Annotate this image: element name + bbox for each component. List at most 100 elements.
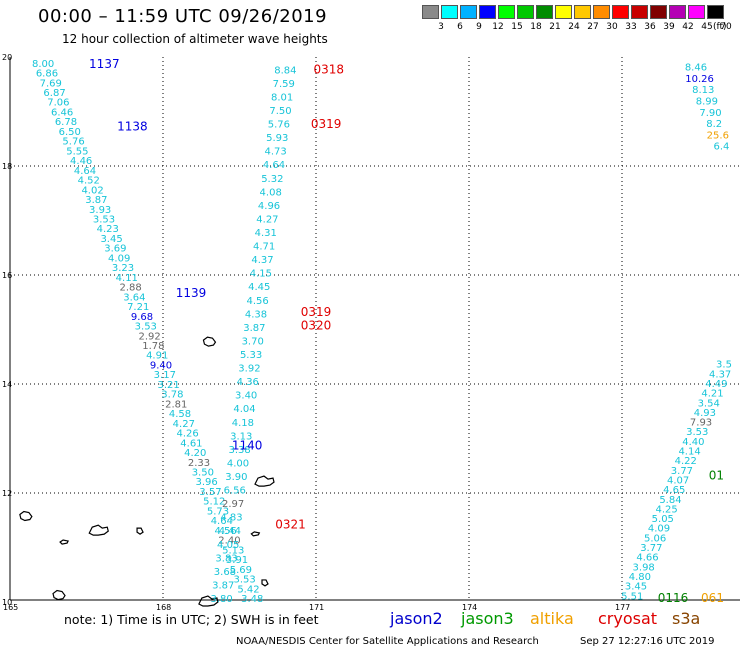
swh-value-label: 4.31 (255, 228, 277, 239)
swh-value-label: 3.80 (211, 594, 233, 605)
swh-value-label: 4.18 (232, 418, 254, 429)
swh-value-label: 4.22 (675, 456, 697, 467)
swh-value-label: 9.40 (150, 360, 172, 371)
swh-value-label: 4.21 (701, 389, 723, 400)
lat-tick-label: 12 (2, 489, 12, 498)
swh-value-label: 3.5 (716, 360, 732, 371)
swh-value-label: 4.64 (74, 166, 96, 177)
swh-value-label: 4.00 (227, 458, 249, 469)
swh-value-label: 4.96 (258, 201, 280, 212)
swh-value-label: 4.14 (678, 447, 700, 458)
swh-value-label: 6.56 (224, 486, 246, 497)
color-scale-label: 42 (682, 22, 694, 32)
pass-time-label: 1139 (176, 286, 207, 300)
swh-value-label: 4.73 (264, 147, 286, 158)
color-scale-swatch (498, 5, 515, 19)
pass-time-label: 061 (701, 591, 724, 605)
footer-timestamp: Sep 27 12:27:16 UTC 2019 (580, 636, 715, 647)
swh-value-label: 7.90 (699, 108, 721, 119)
island-west-4 (136, 527, 144, 535)
island-mid-2 (254, 475, 275, 487)
color-scale-label: 33 (625, 22, 637, 32)
swh-value-label: 6.46 (51, 107, 73, 118)
satellite-legend-cryosat: cryosat (598, 609, 658, 628)
swh-value-label: 4.20 (184, 448, 206, 459)
island-mid-3 (250, 531, 261, 537)
swh-value-label: 5.06 (644, 533, 666, 544)
swh-value-label: 2.33 (188, 458, 210, 469)
swh-value-label: 3.87 (243, 323, 265, 334)
color-scale-swatch (555, 5, 572, 19)
color-scale-label: 9 (476, 22, 482, 32)
swh-value-label: 5.84 (659, 495, 681, 506)
swh-value-label: 4.02 (81, 185, 103, 196)
swh-value-label: 4.04 (233, 404, 255, 415)
lon-tick-label: 168 (156, 603, 171, 612)
lon-tick-label: 165 (3, 603, 18, 612)
color-scale-swatch (593, 5, 610, 19)
lon-tick-label: 177 (615, 603, 630, 612)
swh-value-label: 9.68 (131, 312, 153, 323)
color-scale-label: 24 (568, 22, 580, 32)
swh-value-label: 8.13 (692, 85, 714, 96)
lat-tick-label: 18 (2, 162, 12, 171)
color-scale-label: 70 (720, 22, 732, 32)
swh-value-label: 5.76 (62, 137, 84, 148)
island-west-1 (19, 510, 33, 522)
color-scale-label: 21 (549, 22, 561, 32)
swh-value-label: 3.70 (242, 336, 264, 347)
swh-value-label: 6.4 (713, 142, 729, 153)
satellite-legend-jason3: jason3 (461, 609, 514, 628)
swh-value-label: 6.87 (43, 88, 65, 99)
lat-tick-label: 14 (2, 380, 12, 389)
color-scale-label: 3 (438, 22, 444, 32)
swh-value-label: 3.45 (625, 582, 647, 593)
swh-value-label: 4.08 (260, 187, 282, 198)
swh-value-label: 7.21 (127, 302, 149, 313)
swh-value-label: 2.81 (165, 399, 187, 410)
swh-value-label: 3.23 (112, 263, 134, 274)
pass-time-label: 01 (709, 468, 724, 482)
swh-value-label: 4.09 (108, 253, 130, 264)
swh-value-label: 5.76 (268, 120, 290, 131)
swh-value-label: 4.64 (263, 160, 285, 171)
pass-time-label: 0116 (658, 591, 689, 605)
swh-value-label: 8.46 (685, 63, 707, 74)
swh-value-label: 3.54 (698, 398, 720, 409)
color-scale-swatch (612, 5, 629, 19)
swh-value-label: 8.84 (274, 65, 296, 76)
swh-value-label: 4.93 (694, 408, 716, 419)
swh-value-label: 4.58 (169, 409, 191, 420)
satellite-legend-s3a: s3a (672, 609, 701, 628)
swh-value-label: 3.91 (226, 555, 248, 566)
swh-value-label: 5.73 (207, 506, 229, 517)
swh-value-label: 3.69 (104, 244, 126, 255)
color-scale-swatch (536, 5, 553, 19)
swh-value-label: 4.61 (180, 438, 202, 449)
swh-value-label: 5.69 (230, 565, 252, 576)
swh-value-label: 4.38 (245, 309, 267, 320)
swh-value-label: 8.00 (32, 59, 54, 70)
swh-value-label: 4.45 (248, 282, 270, 293)
swh-value-label: 7.59 (273, 79, 295, 90)
swh-value-label: 4.64 (211, 516, 233, 527)
island-west-2 (88, 524, 109, 536)
color-scale-label: 27 (587, 22, 599, 32)
lon-tick-label: 174 (462, 603, 477, 612)
swh-value-label: 3.53 (686, 427, 708, 438)
swh-value-label: 7.50 (269, 106, 291, 117)
swh-value-label: 5.13 (222, 545, 244, 556)
swh-value-label: 1.78 (142, 341, 164, 352)
swh-value-label: 3.57 (199, 487, 221, 498)
lat-tick-label: 16 (2, 271, 12, 280)
swh-value-label: 4.11 (116, 273, 138, 284)
island-mid-1 (202, 336, 217, 347)
color-scale-label: 15 (511, 22, 523, 32)
pass-time-label: 0319 (301, 305, 332, 319)
swh-value-label: 4.25 (655, 504, 677, 515)
swh-value-label: 4.07 (667, 475, 689, 486)
satellite-legend-jason2: jason2 (390, 609, 443, 628)
swh-value-label: 2.97 (222, 499, 244, 510)
pass-time-label: 0321 (275, 517, 306, 531)
swh-value-label: 4.65 (663, 485, 685, 496)
